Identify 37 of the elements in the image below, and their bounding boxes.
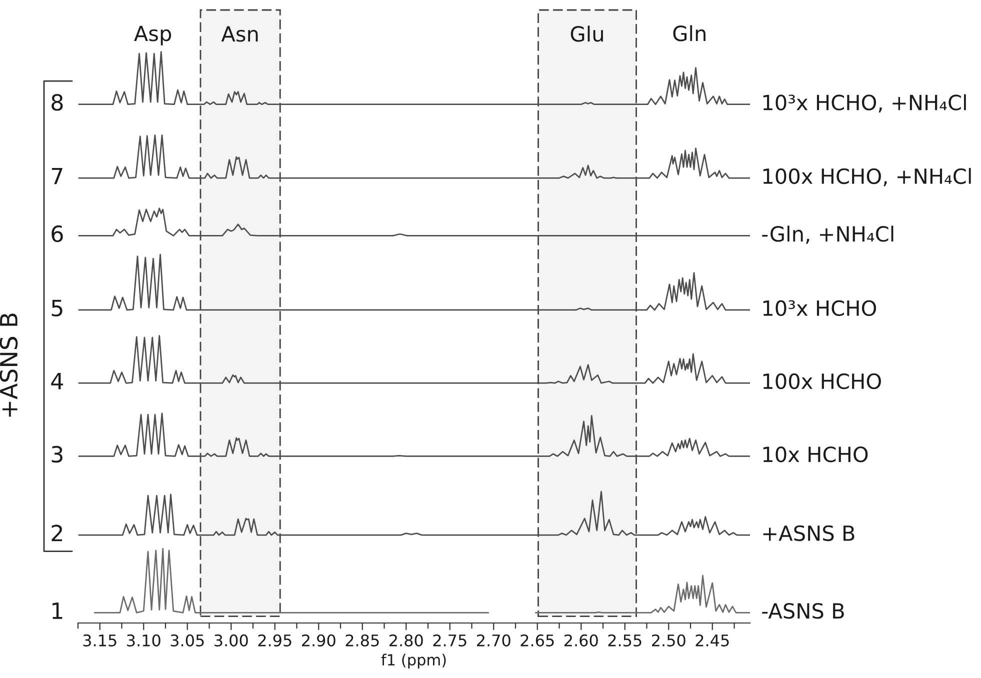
series-label: 10³x HCHO [763,300,876,316]
text: 3 [52,446,62,463]
text: Asp [134,26,172,46]
x-tick-label: 2.90 [302,634,336,646]
series-label: +ASNS B [763,525,854,542]
x-tick-label: 2.65 [520,634,554,646]
text: 8 [52,94,63,111]
x-tick-label: 2.70 [477,634,510,646]
text: Gln [673,25,706,42]
x-tick-label: 2.85 [346,634,379,646]
x-tick-label: 2.80 [390,634,423,646]
text: 2 [52,524,62,542]
series-label: -ASNS B [762,603,844,619]
text: 1 [52,602,62,619]
x-tick-label: 2.50 [652,634,686,646]
x-tick-label: 2.95 [258,634,292,646]
x-tick-label: 3.05 [170,634,204,646]
series-label: 100x HCHO, +NH₄Cl [763,168,971,186]
x-tick-label: 2.75 [433,634,466,646]
x-tick-label: 2.55 [608,634,642,646]
x-tick-label: 2.45 [696,634,729,646]
text: 5 [52,300,62,316]
text: 4 [51,373,63,390]
text: 7 [52,168,62,184]
x-tick-label: 3.15 [83,634,116,646]
x-tick-label: 3.00 [214,634,248,646]
text: 6 [52,225,63,242]
series-label: 100x HCHO [763,373,881,390]
series-label: 10³x HCHO, +NH₄Cl [763,94,966,113]
y-axis-title: +ASNS B [0,314,18,417]
x-tick-label: 2.60 [564,634,598,646]
series-label: 10x HCHO [763,446,868,462]
band-label: Glu [570,26,603,42]
series-label: -Gln, +NH₄Cl [762,226,894,244]
band-label: Asn [221,26,258,42]
x-tick-label: 3.10 [127,634,160,646]
x-axis-title: f1 (ppm) [381,654,446,669]
